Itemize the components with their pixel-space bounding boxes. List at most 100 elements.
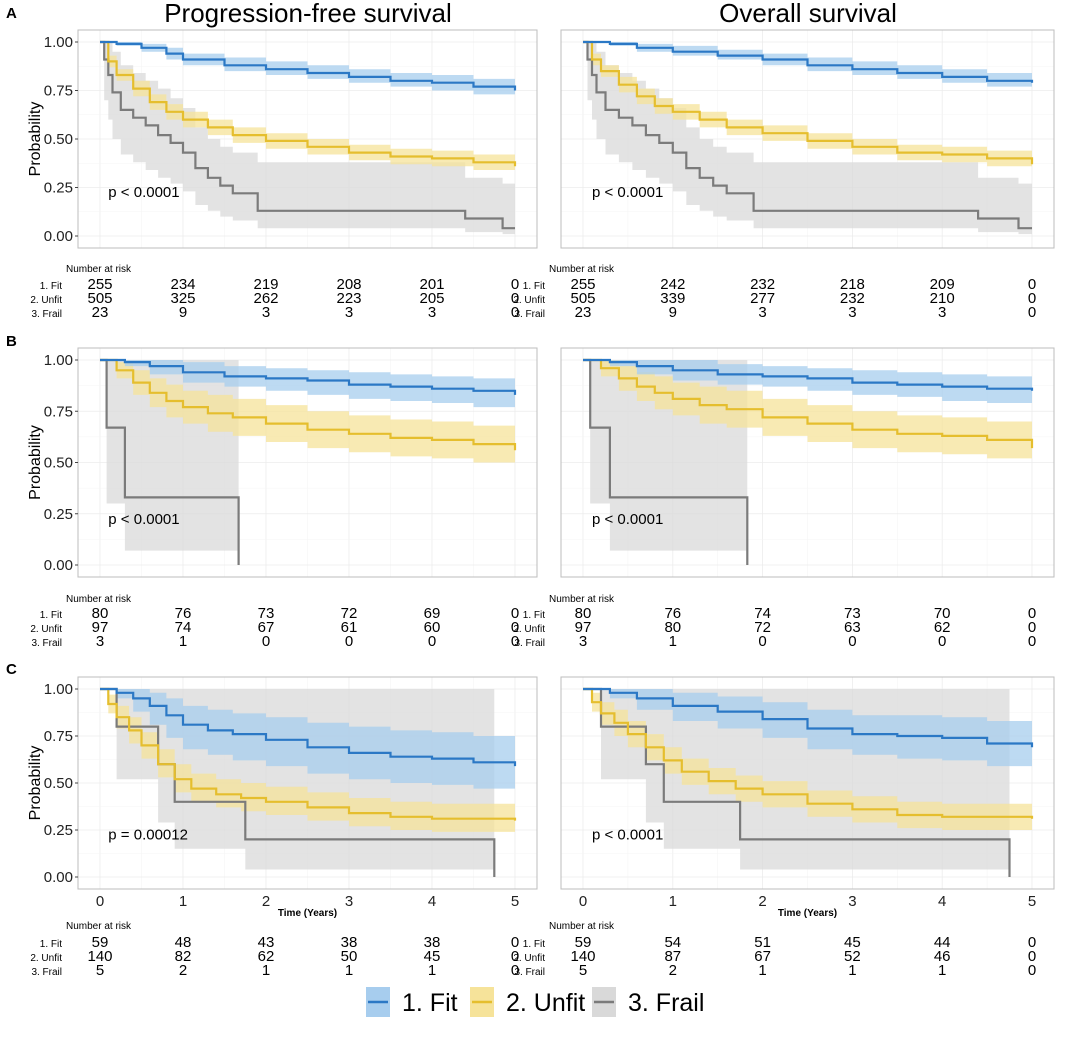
risk-table-count: 0 [428, 633, 436, 650]
survival-curve [100, 687, 517, 767]
survival-curve [583, 687, 1034, 748]
risk-table-count: 76 [664, 605, 681, 622]
risk-table-count: 0 [1028, 276, 1036, 293]
risk-table-title: Number at risk [549, 921, 615, 932]
legend-label: 2. Unfit [506, 989, 585, 1017]
risk-table-count: 1 [938, 962, 946, 979]
x-tick-label: 5 [511, 893, 519, 910]
risk-table-count: 210 [930, 290, 955, 307]
risk-table-count: 45 [844, 934, 861, 951]
y-tick-label: 0.75 [44, 83, 73, 100]
confidence-band [583, 360, 1032, 467]
risk-table-title: Number at risk [549, 594, 615, 605]
legend-label: 3. Frail [628, 989, 704, 1017]
risk-table-count: 23 [575, 304, 592, 321]
risk-table-count: 208 [336, 276, 361, 293]
risk-table-count: 46 [934, 948, 951, 965]
risk-table-count: 23 [92, 304, 109, 321]
risk-table-count: 97 [575, 619, 592, 636]
risk-table-count: 3 [579, 633, 587, 650]
survival-curve [100, 40, 517, 91]
risk-table-count: 73 [258, 605, 275, 622]
column-title: Overall survival [719, 0, 897, 28]
risk-table-stratum: 2. Unfit [30, 624, 62, 635]
risk-table-count: 242 [660, 276, 685, 293]
risk-table-count: 255 [570, 276, 595, 293]
y-axis-label: Probability [27, 102, 44, 177]
risk-table-stratum: 1. Fit [523, 281, 545, 292]
x-tick-label: 0 [96, 893, 104, 910]
survival-curve [583, 40, 1034, 83]
risk-table-count: 72 [341, 605, 358, 622]
risk-table-stratum: 3. Frail [514, 967, 545, 978]
risk-table-title: Number at risk [66, 594, 132, 605]
risk-table-count: 70 [934, 605, 951, 622]
x-tick-label: 5 [1028, 893, 1036, 910]
x-tick-label: 3 [345, 893, 353, 910]
x-tick-label: 1 [669, 893, 677, 910]
km-panel: 0.00 0.25 0.50 0.75 1.00 Probability p < 0.000… [27, 29, 538, 321]
risk-table-count: 2 [179, 962, 187, 979]
risk-table-count: 74 [754, 605, 771, 622]
risk-table-count: 51 [754, 934, 771, 951]
row-letter: C [6, 661, 17, 678]
risk-table-count: 87 [664, 948, 681, 965]
confidence-band [100, 42, 515, 235]
risk-table-count: 52 [844, 948, 861, 965]
risk-table-title: Number at risk [66, 921, 132, 932]
risk-table-count: 60 [424, 619, 441, 636]
survival-curve [100, 358, 517, 395]
risk-table-count: 0 [511, 934, 519, 951]
y-tick-label: 0.00 [44, 557, 73, 574]
p-value-annotation: p < 0.0001 [592, 184, 663, 201]
risk-table-count: 201 [419, 276, 444, 293]
risk-table-count: 0 [1028, 304, 1036, 321]
x-tick-label: 4 [938, 893, 946, 910]
risk-table-count: 140 [570, 948, 595, 965]
x-tick-label: 0 [579, 893, 587, 910]
y-tick-label: 0.50 [44, 775, 73, 792]
risk-table-count: 74 [175, 619, 192, 636]
risk-table-count: 97 [92, 619, 109, 636]
risk-table-count: 0 [511, 605, 519, 622]
risk-table-count: 505 [87, 290, 112, 307]
p-value-annotation: p < 0.0001 [108, 511, 179, 528]
column-title: Progression-free survival [164, 0, 452, 28]
risk-table-count: 5 [96, 962, 104, 979]
risk-table-stratum: 1. Fit [40, 610, 62, 621]
risk-table-count: 5 [579, 962, 587, 979]
risk-table-count: 1 [262, 962, 270, 979]
x-axis-label: Time (Years) [778, 908, 837, 919]
y-tick-label: 0.00 [44, 228, 73, 245]
confidence-band [583, 42, 1032, 235]
risk-table-stratum: 2. Unfit [513, 624, 545, 635]
risk-table-count: 232 [840, 290, 865, 307]
survival-curve [100, 40, 517, 167]
risk-table-count: 255 [87, 276, 112, 293]
risk-table-count: 67 [754, 948, 771, 965]
risk-table-count: 48 [175, 934, 192, 951]
risk-table-count: 205 [419, 290, 444, 307]
x-axis-label: Time (Years) [278, 908, 337, 919]
risk-table-count: 0 [1028, 934, 1036, 951]
risk-table-count: 9 [669, 304, 677, 321]
risk-table-count: 38 [424, 934, 441, 951]
p-value-annotation: p < 0.0001 [592, 826, 663, 843]
risk-table-count: 9 [179, 304, 187, 321]
risk-table-count: 0 [511, 304, 519, 321]
x-tick-label: 3 [848, 893, 856, 910]
risk-table-count: 44 [934, 934, 951, 951]
risk-table-count: 0 [511, 633, 519, 650]
y-tick-label: 1.00 [44, 352, 73, 369]
risk-table-count: 339 [660, 290, 685, 307]
confidence-band [100, 689, 515, 834]
y-tick-label: 1.00 [44, 681, 73, 698]
y-tick-label: 0.75 [44, 728, 73, 745]
risk-table-count: 82 [175, 948, 192, 965]
risk-table-stratum: 1. Fit [523, 939, 545, 950]
risk-table-count: 0 [1028, 962, 1036, 979]
plot-border [560, 29, 1055, 249]
